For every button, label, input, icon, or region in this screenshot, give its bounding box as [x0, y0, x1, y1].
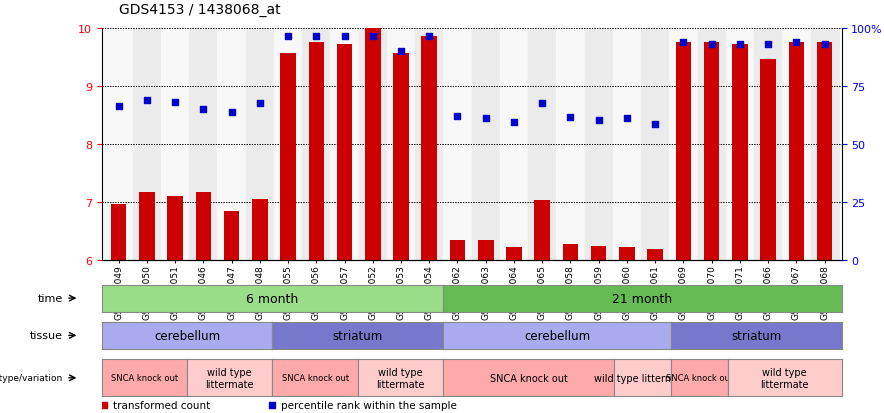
Point [366, 33, 380, 40]
Point [253, 101, 267, 107]
Bar [528, 29, 556, 260]
Bar [274, 29, 302, 260]
Bar [337, 45, 353, 260]
Bar [252, 199, 268, 260]
Text: SNCA knock out: SNCA knock out [281, 373, 348, 382]
Point [733, 41, 747, 48]
Point [478, 115, 492, 122]
Text: tissue: tissue [30, 330, 63, 341]
Text: percentile rank within the sample: percentile rank within the sample [281, 400, 456, 410]
Bar [217, 29, 246, 260]
Text: cerebellum: cerebellum [524, 329, 590, 342]
Bar [591, 246, 606, 260]
Bar [507, 247, 522, 260]
Point [225, 109, 239, 116]
Bar [415, 29, 444, 260]
Bar [167, 197, 183, 260]
Bar [195, 192, 211, 260]
Point [281, 33, 295, 40]
Text: 6 month: 6 month [247, 292, 299, 305]
Bar [478, 240, 493, 260]
Text: cerebellum: cerebellum [154, 329, 220, 342]
Point [818, 41, 832, 48]
Point [423, 33, 437, 40]
Text: GDS4153 / 1438068_at: GDS4153 / 1438068_at [119, 2, 281, 17]
Text: wild type littermate: wild type littermate [594, 373, 690, 383]
Text: striatum: striatum [731, 329, 781, 342]
Point [789, 40, 804, 47]
Bar [302, 29, 331, 260]
Bar [450, 240, 465, 260]
Point [761, 41, 775, 48]
Bar [104, 29, 133, 260]
Bar [189, 29, 217, 260]
Point [451, 114, 465, 120]
Point [309, 33, 324, 40]
Point [591, 117, 606, 123]
Bar [387, 29, 415, 260]
Bar [556, 29, 584, 260]
Bar [563, 244, 578, 260]
Text: transformed count: transformed count [113, 400, 210, 410]
Bar [675, 43, 691, 260]
Point [676, 40, 690, 47]
Text: SNCA knock out: SNCA knock out [666, 373, 733, 382]
Point [338, 33, 352, 40]
Bar [133, 29, 161, 260]
Bar [359, 29, 387, 260]
Bar [619, 247, 635, 260]
Bar [393, 54, 408, 260]
Bar [817, 43, 833, 260]
Text: SNCA knock out: SNCA knock out [110, 373, 178, 382]
Point [705, 41, 719, 48]
Text: SNCA knock out: SNCA knock out [490, 373, 568, 383]
Bar [669, 29, 697, 260]
Bar [224, 211, 240, 260]
Point [563, 114, 577, 121]
Bar [697, 29, 726, 260]
Point [196, 107, 210, 113]
Bar [641, 29, 669, 260]
Bar [422, 36, 437, 260]
Bar [535, 201, 550, 260]
Bar [754, 29, 782, 260]
Point [535, 101, 549, 107]
Point [620, 115, 634, 122]
Bar [365, 29, 380, 260]
Bar [811, 29, 839, 260]
Bar [472, 29, 499, 260]
Point [168, 100, 182, 106]
Bar [726, 29, 754, 260]
Text: 21 month: 21 month [613, 292, 673, 305]
Bar [161, 29, 189, 260]
Text: wild type
littermate: wild type littermate [377, 367, 424, 389]
Bar [331, 29, 359, 260]
Bar [309, 43, 324, 260]
Bar [584, 29, 613, 260]
Bar [732, 45, 748, 260]
Bar [647, 250, 663, 260]
Text: wild type
littermate: wild type littermate [205, 367, 254, 389]
Bar [704, 43, 720, 260]
Text: striatum: striatum [332, 329, 383, 342]
Bar [110, 204, 126, 260]
Point [507, 120, 521, 126]
Bar [499, 29, 528, 260]
Bar [444, 29, 472, 260]
Point [648, 121, 662, 128]
Bar [280, 54, 296, 260]
Text: time: time [38, 293, 63, 304]
Bar [139, 192, 155, 260]
Point [140, 98, 154, 104]
Bar [789, 43, 804, 260]
Bar [760, 59, 776, 260]
Bar [613, 29, 641, 260]
Point [394, 49, 408, 55]
Bar [246, 29, 274, 260]
Point [111, 104, 126, 110]
Text: wild type
littermate: wild type littermate [760, 367, 809, 389]
Bar [782, 29, 811, 260]
Text: genotype/variation: genotype/variation [0, 373, 63, 382]
